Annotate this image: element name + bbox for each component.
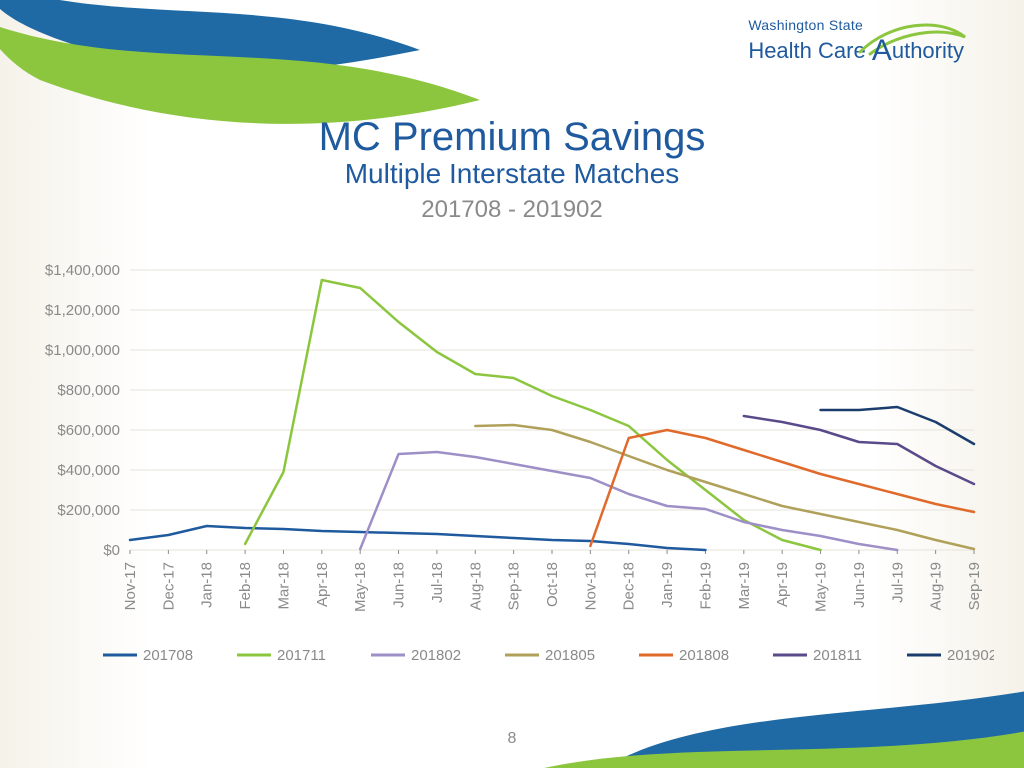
svg-text:Dec-17: Dec-17 <box>160 562 177 610</box>
svg-text:$1,000,000: $1,000,000 <box>45 342 120 359</box>
svg-text:Apr-19: Apr-19 <box>774 562 791 607</box>
svg-text:Feb-19: Feb-19 <box>697 562 714 610</box>
logo-line2-prefix: Health Care <box>748 38 872 63</box>
agency-logo: Washington State Health Care Authority <box>748 18 964 64</box>
svg-text:Aug-18: Aug-18 <box>467 562 484 610</box>
svg-text:201902: 201902 <box>947 647 994 664</box>
svg-text:Jun-18: Jun-18 <box>391 562 408 608</box>
svg-text:$1,400,000: $1,400,000 <box>45 262 120 279</box>
svg-text:$600,000: $600,000 <box>57 422 120 439</box>
decorative-swoosh-bottom <box>504 668 1024 768</box>
svg-text:Feb-18: Feb-18 <box>237 562 254 610</box>
svg-text:201805: 201805 <box>545 647 595 664</box>
svg-text:201708: 201708 <box>143 647 193 664</box>
logo-line1: Washington State <box>748 18 964 33</box>
svg-text:Apr-18: Apr-18 <box>314 562 331 607</box>
logo-line2: Health Care Authority <box>748 33 964 65</box>
chart-date-range: 201708 - 201902 <box>0 196 1024 224</box>
svg-text:201808: 201808 <box>679 647 729 664</box>
svg-text:Mar-19: Mar-19 <box>736 562 753 610</box>
svg-text:$200,000: $200,000 <box>57 502 120 519</box>
svg-text:Jan-19: Jan-19 <box>659 562 676 608</box>
svg-text:May-19: May-19 <box>813 562 830 612</box>
slide: Washington State Health Care Authority M… <box>0 0 1024 768</box>
svg-text:Jan-18: Jan-18 <box>199 562 216 608</box>
svg-text:201802: 201802 <box>411 647 461 664</box>
svg-text:Nov-18: Nov-18 <box>582 562 599 610</box>
svg-text:$400,000: $400,000 <box>57 462 120 479</box>
line-chart: $0 $200,000 $400,000 $600,000 $800,000 $1,000… <box>30 260 994 680</box>
page-subtitle: Multiple Interstate Matches <box>0 158 1024 190</box>
svg-text:Sep-18: Sep-18 <box>506 562 523 610</box>
svg-text:May-18: May-18 <box>352 562 369 612</box>
svg-text:201711: 201711 <box>277 647 326 664</box>
svg-text:201811: 201811 <box>813 647 862 664</box>
page-number: 8 <box>0 730 1024 748</box>
svg-text:$800,000: $800,000 <box>57 382 120 399</box>
svg-text:Jun-19: Jun-19 <box>851 562 868 608</box>
svg-text:Aug-19: Aug-19 <box>928 562 945 610</box>
svg-text:$0: $0 <box>103 542 120 559</box>
title-block: MC Premium Savings Multiple Interstate M… <box>0 115 1024 224</box>
svg-text:Sep-19: Sep-19 <box>966 562 983 610</box>
svg-text:Oct-18: Oct-18 <box>544 562 561 607</box>
svg-text:Nov-17: Nov-17 <box>122 562 139 610</box>
svg-text:Mar-18: Mar-18 <box>275 562 292 610</box>
logo-big-a: A <box>872 34 892 67</box>
page-title: MC Premium Savings <box>0 115 1024 160</box>
logo-line2-suffix: uthority <box>892 38 964 63</box>
svg-text:Jul-18: Jul-18 <box>429 562 446 603</box>
svg-text:Jul-19: Jul-19 <box>889 562 906 603</box>
svg-text:Dec-18: Dec-18 <box>621 562 638 610</box>
svg-text:$1,200,000: $1,200,000 <box>45 302 120 319</box>
